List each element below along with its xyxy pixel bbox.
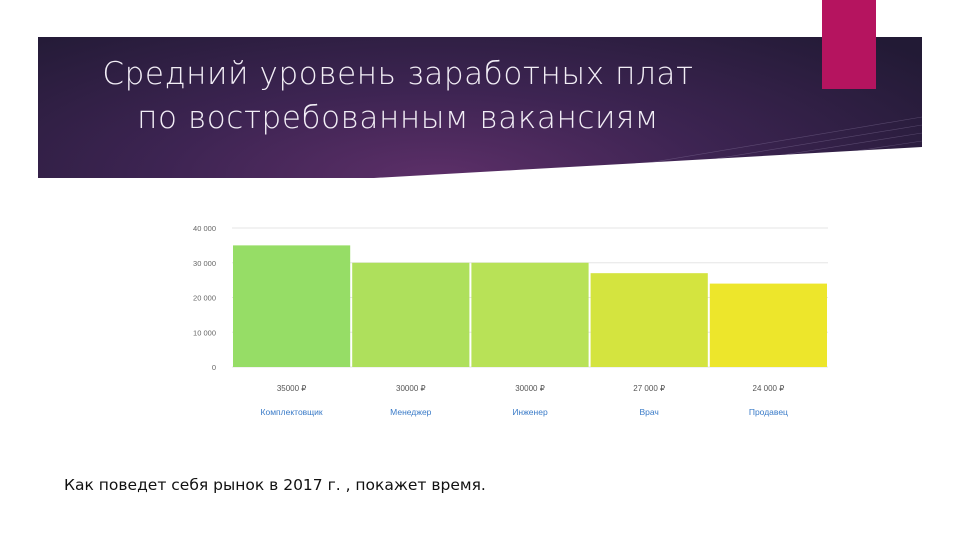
y-tick-label: 30 000 xyxy=(193,259,216,268)
y-tick-label: 20 000 xyxy=(193,294,216,303)
slide-title: Средний уровень заработных плат по востр… xyxy=(38,52,758,140)
slide-caption: Как поведет себя рынок в 2017 г. , покаж… xyxy=(64,476,486,494)
bar xyxy=(709,283,827,367)
bar-value-label: 30000 ₽ xyxy=(396,384,426,393)
category-label: Инженер xyxy=(512,407,548,417)
bar xyxy=(233,245,351,367)
accent-block xyxy=(822,0,876,89)
y-tick-label: 40 000 xyxy=(193,224,216,233)
y-tick-label: 10 000 xyxy=(193,328,216,337)
salary-bar-chart: 0 10 000 20 000 30 000 40 000 35000 ₽ Комплект… xyxy=(193,224,828,417)
title-line-1: Средний уровень заработных плат xyxy=(102,56,694,92)
bar xyxy=(590,273,708,367)
bar xyxy=(352,262,470,367)
bar-value-label: 30000 ₽ xyxy=(515,384,545,393)
bar-value-label: 35000 ₽ xyxy=(277,384,307,393)
category-label: Менеджер xyxy=(390,407,432,417)
bar-value-label: 27 000 ₽ xyxy=(633,384,665,393)
category-label: Продавец xyxy=(749,407,788,417)
bar xyxy=(471,262,589,367)
y-tick-label: 0 xyxy=(212,363,216,372)
bar-value-label: 24 000 ₽ xyxy=(753,384,785,393)
title-line-2: по востребованным вакансиям xyxy=(137,100,659,136)
category-label: Комплектовщик xyxy=(261,407,323,417)
title-banner xyxy=(38,37,922,178)
category-label: Врач xyxy=(640,407,659,417)
